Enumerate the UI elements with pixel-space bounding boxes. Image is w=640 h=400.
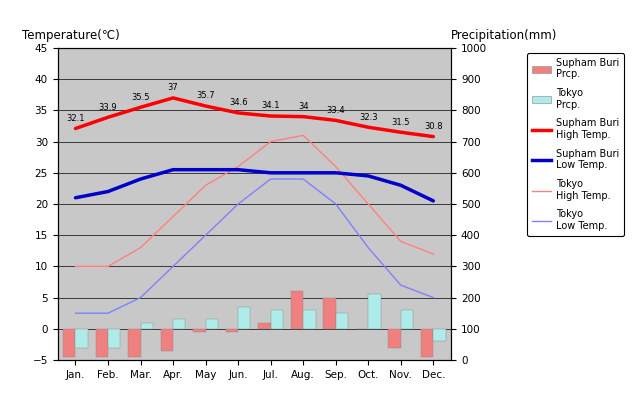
Bar xyxy=(161,329,173,351)
Bar xyxy=(205,320,218,329)
Text: 34.6: 34.6 xyxy=(229,98,248,107)
Bar xyxy=(388,329,401,348)
Text: 32.3: 32.3 xyxy=(359,113,378,122)
Bar xyxy=(193,329,205,332)
Text: 35.7: 35.7 xyxy=(196,92,215,100)
Legend: Supham Buri
Prcp., Tokyo
Prcp., Supham Buri
High Temp., Supham Buri
Low Temp., T: Supham Buri Prcp., Tokyo Prcp., Supham B… xyxy=(527,53,624,236)
Bar xyxy=(108,329,120,348)
Bar xyxy=(128,329,141,357)
Bar xyxy=(303,310,316,329)
Text: 33.4: 33.4 xyxy=(326,106,345,115)
Text: 37: 37 xyxy=(168,83,179,92)
Bar xyxy=(368,294,381,329)
Text: 34.1: 34.1 xyxy=(261,101,280,110)
Bar xyxy=(421,329,433,357)
Bar xyxy=(433,329,445,341)
Bar xyxy=(238,307,250,329)
Bar xyxy=(271,310,283,329)
Bar xyxy=(76,329,88,348)
Bar xyxy=(141,322,153,329)
Bar xyxy=(259,322,271,329)
Text: 33.9: 33.9 xyxy=(99,103,117,112)
Text: 34: 34 xyxy=(298,102,308,111)
Bar xyxy=(323,298,336,329)
Text: 31.5: 31.5 xyxy=(392,118,410,127)
Bar xyxy=(291,291,303,329)
Bar xyxy=(336,313,348,329)
Bar xyxy=(95,329,108,357)
Text: 35.5: 35.5 xyxy=(131,93,150,102)
Bar xyxy=(401,310,413,329)
Text: 30.8: 30.8 xyxy=(424,122,443,131)
Bar xyxy=(173,320,186,329)
Text: Precipitation(mm): Precipitation(mm) xyxy=(451,29,557,42)
Text: 32.1: 32.1 xyxy=(67,114,84,123)
Bar xyxy=(226,329,238,332)
Text: Temperature(℃): Temperature(℃) xyxy=(22,29,120,42)
Bar xyxy=(63,329,76,357)
